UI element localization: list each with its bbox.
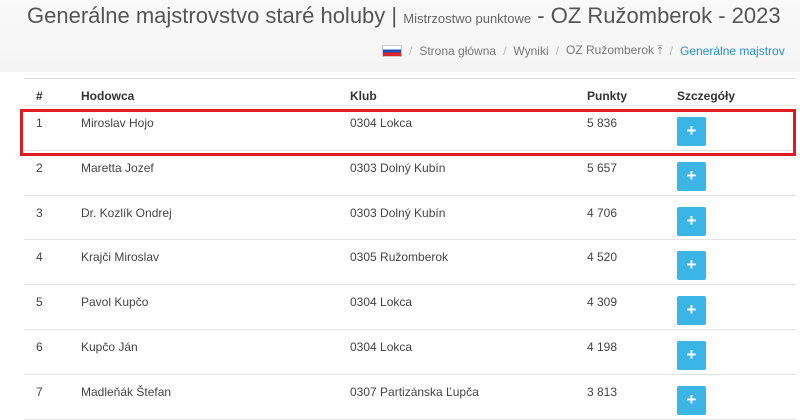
- points: 3 813: [587, 384, 618, 399]
- breeder-name: Dr. Kozlík Ondrej: [81, 205, 172, 220]
- breadcrumb-separator: /: [669, 43, 673, 58]
- breeder-name: Maretta Jozef: [81, 160, 154, 175]
- breadcrumb-separator: /: [409, 43, 413, 58]
- details-button[interactable]: +: [677, 340, 706, 370]
- page-title: Generálne majstrovstvo staré holuby | Mi…: [27, 3, 781, 29]
- breadcrumb-home[interactable]: Strona główna: [419, 43, 497, 58]
- col-details: Szczegóły: [677, 89, 736, 103]
- details-button[interactable]: +: [677, 296, 706, 326]
- table-row: 3 Dr. Kozlík Ondrej 0303 Dolný Kubín 4 7…: [24, 196, 796, 241]
- breadcrumb-results[interactable]: Wyniki: [513, 43, 549, 58]
- rank: 5: [36, 295, 43, 310]
- col-breeder: Hodowca: [81, 89, 135, 103]
- rank: 6: [36, 339, 43, 354]
- points: 5 836: [587, 116, 618, 130]
- details-button[interactable]: +: [677, 117, 706, 146]
- table-header: # Hodowca Klub Punkty Szczegóły: [24, 79, 796, 106]
- details-button[interactable]: +: [677, 251, 706, 281]
- col-points: Punkty: [587, 89, 628, 103]
- breadcrumb-separator: /: [555, 43, 559, 58]
- club-name: 0304 Lokca: [350, 295, 413, 310]
- rank: 3: [36, 205, 43, 220]
- title-separator: |: [391, 3, 398, 28]
- breadcrumb: / Strona główna / Wyniki / OZ Ružomberok…: [382, 43, 785, 58]
- points: 4 520: [587, 250, 618, 265]
- club-name: 0303 Dolný Kubín: [350, 160, 446, 175]
- details-button[interactable]: +: [677, 206, 706, 236]
- points: 4 309: [587, 295, 618, 310]
- points: 4 706: [587, 205, 618, 220]
- col-rank: #: [36, 89, 43, 103]
- results-table: # Hodowca Klub Punkty Szczegóły 1 Mirosl…: [24, 78, 796, 420]
- club-name: 0307 Partizánska Ľupča: [350, 384, 479, 399]
- club-name: 0303 Dolný Kubín: [350, 205, 446, 220]
- breeder-name: Kupčo Ján: [81, 339, 138, 354]
- slovak-flag-icon[interactable]: [382, 44, 402, 57]
- breeder-name: Krajči Miroslav: [81, 250, 160, 265]
- table-row: 1 Miroslav Hojo 0304 Lokca 5 836 +: [24, 106, 796, 151]
- breeder-name: Miroslav Hojo: [81, 116, 154, 130]
- club-name: 0304 Lokca: [350, 339, 413, 354]
- points: 4 198: [587, 339, 618, 354]
- rank: 1: [36, 116, 43, 130]
- table-row: 6 Kupčo Ján 0304 Lokca 4 198 +: [24, 330, 796, 375]
- club-name: 0304 Lokca: [350, 116, 413, 130]
- rank: 7: [36, 384, 43, 399]
- breeder-name: Madleňák Štefan: [81, 384, 172, 399]
- page-header: Generálne majstrovstvo staré holuby | Mi…: [0, 0, 800, 72]
- rank: 4: [36, 250, 43, 265]
- details-button[interactable]: +: [677, 385, 706, 415]
- title-subtitle: Mistrzostwo punktowe: [403, 11, 532, 26]
- breeder-name: Pavol Kupčo: [81, 295, 149, 310]
- title-suffix: - OZ Ružomberok - 2023: [537, 3, 781, 28]
- breadcrumb-oz[interactable]: OZ Ružomberok ⤒: [565, 43, 663, 57]
- breadcrumb-separator: /: [503, 43, 507, 58]
- details-button[interactable]: +: [677, 161, 706, 191]
- col-club: Klub: [350, 89, 377, 103]
- title-main: Generálne majstrovstvo staré holuby: [27, 3, 386, 28]
- points: 5 657: [587, 160, 618, 175]
- table-row: 2 Maretta Jozef 0303 Dolný Kubín 5 657 +: [24, 151, 796, 196]
- breadcrumb-current[interactable]: Generálne majstrov: [680, 43, 785, 58]
- rank: 2: [36, 160, 43, 175]
- table-row: 5 Pavol Kupčo 0304 Lokca 4 309 +: [24, 285, 796, 330]
- table-row: 4 Krajči Miroslav 0305 Ružomberok 4 520 …: [24, 240, 796, 286]
- club-name: 0305 Ružomberok: [350, 250, 449, 265]
